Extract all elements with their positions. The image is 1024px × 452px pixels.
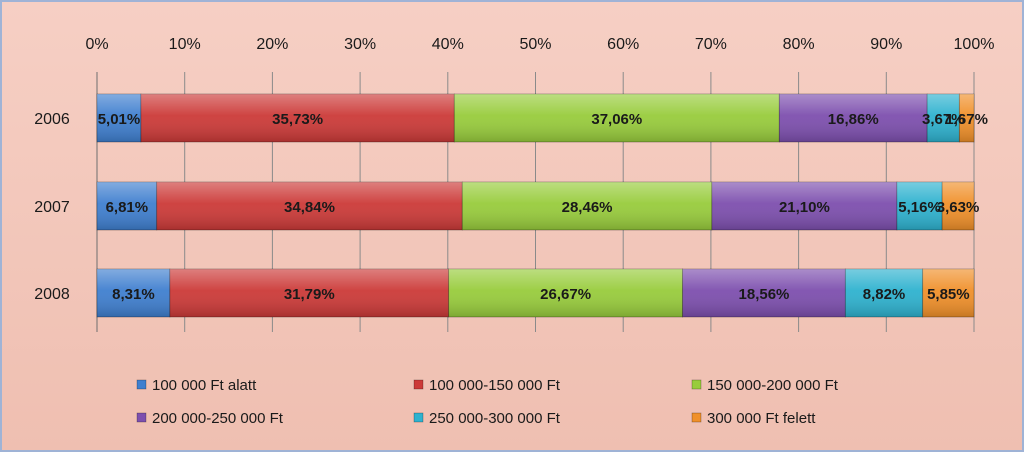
bar-shine	[140, 94, 455, 142]
legend: 100 000 Ft alatt 100 000-150 000 Ft 150 00…	[136, 377, 839, 427]
bar-segment	[96, 268, 171, 318]
legend-swatch	[136, 379, 147, 390]
bar-shine	[97, 94, 141, 142]
bar-shine	[156, 182, 463, 230]
legend-label: 300 000 Ft felett	[707, 410, 816, 427]
data-label: 5,85%	[927, 286, 970, 303]
legend-swatch	[413, 379, 424, 390]
bar-shine	[959, 94, 974, 142]
x-tick-label: 40%	[432, 36, 464, 53]
data-labels: 5,01% 35,73% 37,06% 16,86% 3,67%1,67% 6,81% 34…	[98, 111, 988, 303]
bar-shine	[845, 269, 923, 317]
bar-segment	[156, 181, 463, 231]
x-tick-label: 30%	[344, 36, 376, 53]
bar-segment	[711, 181, 898, 231]
data-label: 8,82%	[863, 286, 906, 303]
bar-segment	[169, 268, 450, 318]
bar-segment	[958, 93, 975, 143]
y-axis-categories: 2006 2007 2008	[34, 111, 70, 303]
bar-shine	[711, 182, 897, 230]
legend-label: 100 000 Ft alatt	[152, 377, 257, 394]
bar-segment	[96, 181, 158, 231]
data-label: 8,31%	[112, 286, 155, 303]
x-axis-ticks: 0% 10% 20% 30% 40% 50% 60% 70% 80% 90% 100%	[85, 36, 994, 53]
bar-shine	[779, 94, 928, 142]
bar-segment	[896, 181, 943, 231]
category-label: 2008	[34, 286, 70, 303]
data-label: 3,63%	[937, 199, 980, 216]
x-tick-label: 70%	[695, 36, 727, 53]
bar-segment	[461, 181, 713, 231]
x-tick-label: 0%	[85, 36, 108, 53]
legend-item: 100 000 Ft alatt	[136, 377, 257, 394]
bar-shine	[682, 269, 846, 317]
legend-label: 100 000-150 000 Ft	[429, 377, 561, 394]
bar-segment	[448, 268, 683, 318]
x-tick-label: 50%	[519, 36, 551, 53]
bar-shine	[97, 269, 170, 317]
bar-segment	[844, 268, 924, 318]
bar-shine	[448, 269, 683, 317]
bar-segment	[941, 181, 975, 231]
legend-item: 100 000-150 000 Ft	[413, 377, 561, 394]
bar-shine	[927, 94, 960, 142]
data-label: 37,06%	[591, 111, 642, 128]
legend-item: 300 000 Ft felett	[691, 410, 816, 427]
legend-swatch	[691, 379, 702, 390]
bar-shine	[462, 182, 712, 230]
x-tick-label: 80%	[783, 36, 815, 53]
x-tick-label: 20%	[256, 36, 288, 53]
category-label: 2006	[34, 111, 70, 128]
data-label: 31,79%	[284, 286, 335, 303]
legend-label: 150 000-200 000 Ft	[707, 377, 839, 394]
legend-item: 150 000-200 000 Ft	[691, 377, 839, 394]
legend-swatch	[691, 412, 702, 423]
data-label: 35,73%	[272, 111, 323, 128]
data-label: 5,01%	[98, 111, 141, 128]
bar-segment	[778, 93, 928, 143]
x-tick-label: 60%	[607, 36, 639, 53]
x-tick-label: 90%	[870, 36, 902, 53]
legend-swatch	[413, 412, 424, 423]
data-label: 26,67%	[540, 286, 591, 303]
legend-item: 250 000-300 000 Ft	[413, 410, 561, 427]
bar-segment	[682, 268, 846, 318]
category-label: 2007	[34, 199, 70, 216]
data-label: 18,56%	[739, 286, 790, 303]
data-label: 5,16%	[898, 199, 941, 216]
data-label: 16,86%	[828, 111, 879, 128]
legend-swatch	[136, 412, 147, 423]
bar-shine	[97, 182, 157, 230]
bar-shine	[896, 182, 943, 230]
bar-segment	[922, 268, 975, 318]
bar-shine	[169, 269, 449, 317]
bars	[96, 93, 975, 318]
data-label: 1,67%	[945, 111, 988, 128]
data-label: 21,10%	[779, 199, 830, 216]
bar-segment	[453, 93, 780, 143]
bar-shine	[942, 182, 974, 230]
bar-segment	[96, 93, 142, 143]
bar-shine	[454, 94, 780, 142]
bar-shine	[922, 269, 974, 317]
legend-label: 250 000-300 000 Ft	[429, 410, 561, 427]
x-tick-label: 10%	[169, 36, 201, 53]
x-tick-label: 100%	[954, 36, 995, 53]
legend-label: 200 000-250 000 Ft	[152, 410, 284, 427]
data-label: 34,84%	[284, 199, 335, 216]
legend-item: 200 000-250 000 Ft	[136, 410, 284, 427]
data-label: 3,67%	[922, 111, 965, 128]
data-label: 28,46%	[562, 199, 613, 216]
data-label: 6,81%	[106, 199, 149, 216]
